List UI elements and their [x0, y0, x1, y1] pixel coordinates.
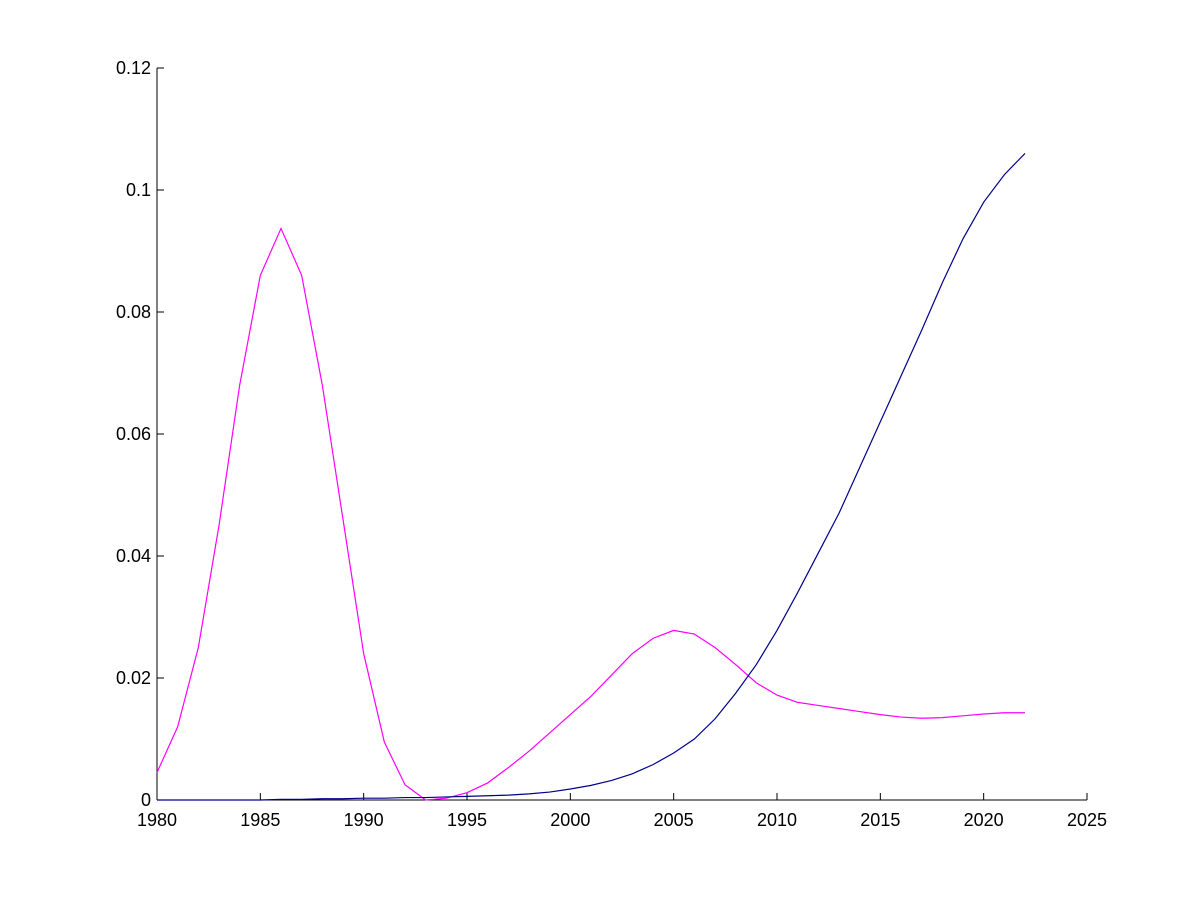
y-tick-label: 0.06 [116, 424, 151, 444]
x-tick-label: 2010 [757, 810, 797, 830]
y-tick-label: 0.1 [126, 180, 151, 200]
x-tick-label: 1985 [240, 810, 280, 830]
series-line-2 [157, 152, 1026, 801]
x-tick-label: 1980 [137, 810, 177, 830]
x-tick-label: 1990 [344, 810, 384, 830]
y-tick-label: 0.02 [116, 668, 151, 688]
y-tick-label: 0.08 [116, 302, 151, 322]
x-tick-label: 2025 [1067, 810, 1107, 830]
x-tick-label: 1995 [447, 810, 487, 830]
y-tick-label: 0.12 [116, 58, 151, 78]
y-tick-label: 0 [141, 790, 151, 810]
x-tick-label: 2000 [550, 810, 590, 830]
y-tick-label: 0.04 [116, 546, 151, 566]
x-tick-label: 2020 [964, 810, 1004, 830]
series-lines [156, 152, 1026, 801]
series-line-1 [156, 226, 1025, 801]
axes: 1980 1985 1990 1995 2000 2005 2010 2015 2020 2025… [116, 58, 1107, 830]
x-tick-label: 2005 [654, 810, 694, 830]
x-tick-label: 2015 [860, 810, 900, 830]
